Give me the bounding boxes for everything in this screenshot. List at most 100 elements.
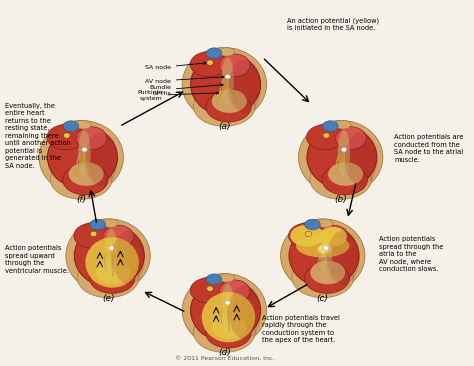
Ellipse shape (212, 89, 247, 113)
Ellipse shape (218, 274, 235, 282)
Ellipse shape (69, 163, 104, 186)
Ellipse shape (74, 225, 144, 287)
Ellipse shape (335, 121, 351, 129)
Text: Action potentials
spread upward
through the
ventricular muscle.: Action potentials spread upward through … (5, 245, 69, 274)
Ellipse shape (190, 52, 227, 77)
Ellipse shape (102, 219, 118, 227)
Ellipse shape (345, 132, 378, 186)
Ellipse shape (322, 121, 338, 131)
Ellipse shape (196, 56, 221, 71)
Ellipse shape (328, 163, 363, 186)
Ellipse shape (75, 121, 91, 129)
Text: (c): (c) (317, 294, 329, 303)
Ellipse shape (289, 225, 359, 287)
Circle shape (207, 60, 213, 65)
Ellipse shape (182, 48, 266, 121)
Circle shape (225, 300, 230, 305)
Ellipse shape (307, 126, 377, 188)
Text: Bundle
of His: Bundle of His (149, 84, 223, 96)
Ellipse shape (219, 54, 250, 77)
Circle shape (64, 133, 70, 138)
Ellipse shape (112, 231, 145, 284)
Ellipse shape (338, 131, 350, 178)
Ellipse shape (206, 318, 251, 348)
Circle shape (225, 75, 230, 79)
Ellipse shape (193, 86, 255, 126)
Ellipse shape (304, 263, 349, 293)
Ellipse shape (218, 48, 235, 56)
Ellipse shape (47, 126, 118, 188)
Ellipse shape (85, 132, 118, 186)
Ellipse shape (296, 234, 349, 257)
Ellipse shape (206, 92, 251, 122)
Ellipse shape (191, 53, 261, 115)
Ellipse shape (105, 229, 118, 276)
Ellipse shape (228, 59, 261, 113)
Text: (d): (d) (218, 348, 231, 357)
Ellipse shape (85, 237, 139, 288)
Ellipse shape (182, 273, 266, 347)
Text: Action potentials
spread through the
atria to the
AV node, where
conduction slow: Action potentials spread through the atr… (379, 236, 443, 272)
Circle shape (305, 231, 311, 237)
Ellipse shape (292, 257, 354, 298)
Circle shape (82, 147, 87, 152)
Ellipse shape (305, 219, 320, 230)
Text: Action potentials travel
rapidly through the
conduction system to
the apex of th: Action potentials travel rapidly through… (263, 315, 340, 343)
Circle shape (91, 231, 97, 237)
Ellipse shape (76, 127, 107, 150)
Ellipse shape (281, 219, 365, 293)
Text: © 2011 Pearson Education, Inc.: © 2011 Pearson Education, Inc. (174, 356, 274, 361)
Text: An action potential (yellow)
is initiated in the SA node.: An action potential (yellow) is initiate… (287, 18, 379, 31)
Ellipse shape (212, 315, 247, 339)
Text: (e): (e) (102, 294, 114, 303)
Ellipse shape (90, 219, 106, 230)
Ellipse shape (322, 165, 367, 195)
Ellipse shape (196, 282, 221, 297)
Text: Eventually, the
entire heart
returns to the
resting state,
remaining there
until: Eventually, the entire heart returns to … (5, 102, 71, 169)
Ellipse shape (95, 261, 130, 284)
Ellipse shape (317, 219, 333, 227)
Text: (f): (f) (76, 195, 86, 204)
Ellipse shape (221, 57, 234, 105)
Text: SA node: SA node (145, 62, 206, 70)
Ellipse shape (228, 285, 261, 339)
Ellipse shape (78, 131, 91, 178)
Ellipse shape (289, 223, 326, 248)
Ellipse shape (191, 279, 261, 341)
Ellipse shape (63, 121, 79, 131)
Ellipse shape (63, 165, 108, 195)
Ellipse shape (202, 292, 255, 342)
Text: Action potentials are
conducted from the
SA node to the atrial
muscle.: Action potentials are conducted from the… (394, 134, 464, 163)
Circle shape (323, 246, 329, 250)
Ellipse shape (77, 257, 139, 298)
Ellipse shape (47, 125, 84, 150)
Ellipse shape (310, 261, 345, 284)
Ellipse shape (290, 225, 324, 247)
Circle shape (341, 147, 346, 152)
Ellipse shape (53, 129, 78, 144)
Ellipse shape (90, 263, 135, 293)
Ellipse shape (219, 280, 250, 303)
Ellipse shape (221, 284, 234, 330)
Ellipse shape (190, 278, 227, 303)
Circle shape (109, 246, 114, 250)
Ellipse shape (336, 127, 366, 150)
Ellipse shape (206, 274, 222, 285)
Ellipse shape (320, 229, 332, 276)
Text: (a): (a) (218, 122, 231, 131)
Circle shape (323, 133, 329, 138)
Ellipse shape (318, 244, 332, 254)
Ellipse shape (50, 159, 112, 199)
Ellipse shape (327, 231, 360, 284)
Ellipse shape (74, 223, 111, 248)
Ellipse shape (206, 48, 222, 59)
Ellipse shape (66, 219, 150, 293)
Ellipse shape (307, 125, 344, 150)
Ellipse shape (299, 120, 383, 194)
Text: (b): (b) (334, 195, 347, 204)
Ellipse shape (103, 225, 134, 248)
Ellipse shape (310, 159, 372, 199)
Ellipse shape (39, 120, 123, 194)
Ellipse shape (193, 312, 255, 352)
Ellipse shape (313, 129, 337, 144)
